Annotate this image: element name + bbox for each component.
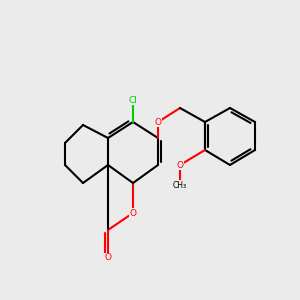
- Text: O: O: [104, 254, 112, 262]
- Text: O: O: [176, 160, 184, 169]
- Text: CH₃: CH₃: [173, 181, 187, 190]
- Text: Cl: Cl: [129, 95, 137, 104]
- Text: O: O: [154, 118, 161, 127]
- Text: O: O: [130, 208, 136, 217]
